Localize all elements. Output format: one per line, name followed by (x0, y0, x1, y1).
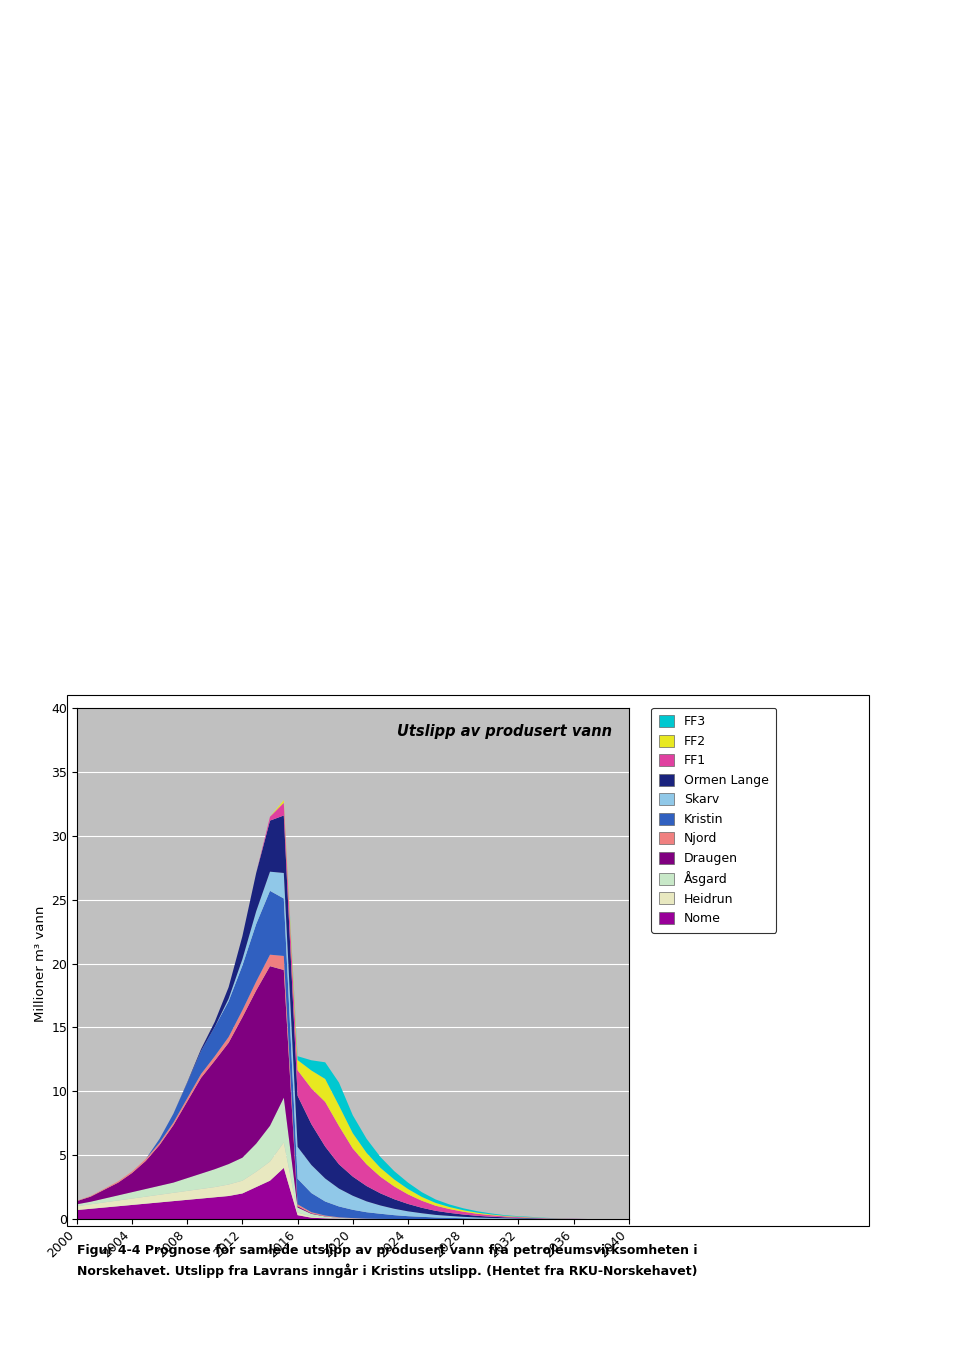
Y-axis label: Millioner m³ vann: Millioner m³ vann (34, 906, 47, 1022)
Legend: FF3, FF2, FF1, Ormen Lange, Skarv, Kristin, Njord, Draugen, Åsgard, Heidrun, Nom: FF3, FF2, FF1, Ormen Lange, Skarv, Krist… (652, 708, 777, 933)
Text: Figur 4-4 Prognose for samlede utslipp av produsert vann fra petroleumsvirksomhe: Figur 4-4 Prognose for samlede utslipp a… (77, 1244, 697, 1257)
Text: Norskehavet. Utslipp fra Lavrans inngår i Kristins utslipp. (Hentet fra RKU-Nors: Norskehavet. Utslipp fra Lavrans inngår … (77, 1264, 697, 1279)
Text: Utslipp av produsert vann: Utslipp av produsert vann (397, 723, 612, 738)
